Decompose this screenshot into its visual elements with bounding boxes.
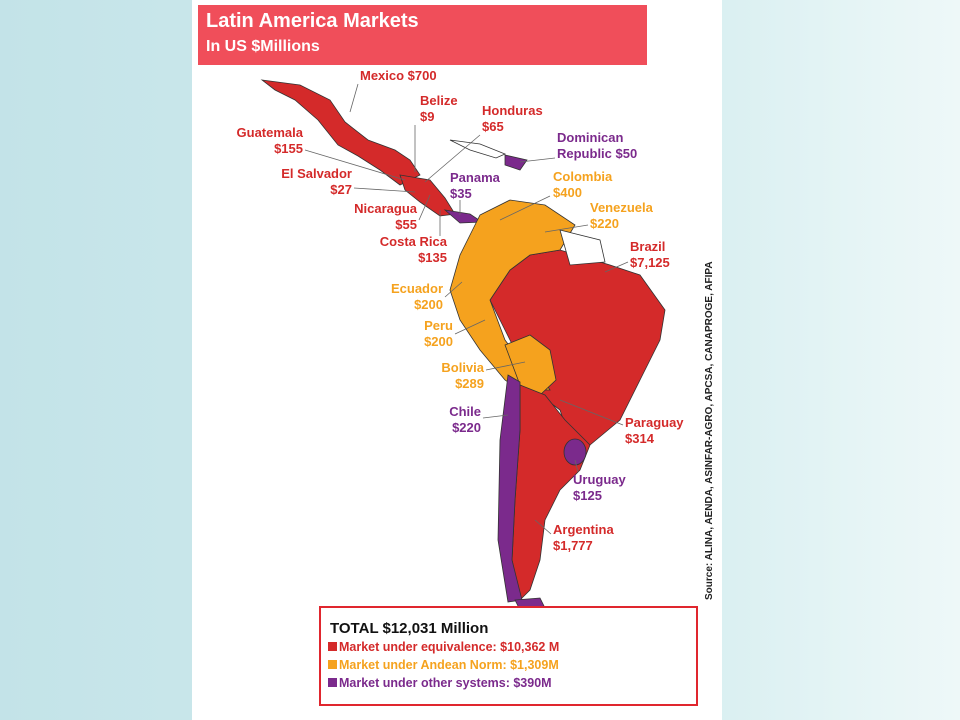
legend-swatch (328, 678, 337, 687)
leader-line (499, 195, 551, 221)
country-label: $27 (330, 182, 352, 197)
country-label: $400 (553, 185, 582, 200)
country-label: Bolivia (441, 360, 484, 375)
dominican-republic (504, 154, 528, 171)
country-label: $200 (414, 297, 443, 312)
country-label: $220 (452, 420, 481, 435)
leader-line (519, 157, 556, 163)
guyanas (559, 229, 606, 266)
country-label: $220 (590, 216, 619, 231)
country-label: $135 (418, 250, 447, 265)
leader-line (482, 414, 509, 419)
country-label: El Salvador (281, 166, 352, 181)
cuba (449, 139, 507, 159)
country-label: Republic $50 (557, 146, 637, 161)
country-label: Uruguay (573, 472, 627, 487)
country-label: $9 (420, 109, 434, 124)
leader-line (485, 361, 526, 371)
leader-line (534, 519, 552, 535)
source: Source: ALINA, AENDA, ASINFAR-AGRO, APCS… (704, 261, 715, 600)
uruguay (563, 438, 587, 466)
country-label: Paraguay (625, 415, 684, 430)
leader-line (304, 149, 406, 181)
legend-items: Market under equivalence: $10,362 M Marke… (328, 640, 559, 690)
country-label: $125 (573, 488, 602, 503)
country-label: $35 (450, 186, 472, 201)
country-label: Panama (450, 170, 501, 185)
country-label: Belize (420, 93, 458, 108)
leader-line (418, 194, 431, 221)
country-label: $55 (395, 217, 417, 232)
country-label: Peru (424, 318, 453, 333)
subtitle: In US $Millions (206, 38, 320, 55)
legend-swatch (328, 660, 337, 669)
legend-box (319, 606, 698, 706)
country-label: Colombia (553, 169, 613, 184)
leader-line (353, 187, 416, 193)
legend-text: Market under equivalence: $10,362 M (339, 640, 559, 654)
legend-text: Market under other systems: $390M (339, 676, 552, 690)
legend-total: TOTAL $12,031 Million (330, 620, 488, 637)
country-label: $7,125 (630, 255, 670, 270)
legend-swatch (328, 642, 337, 651)
country-label: $155 (274, 141, 303, 156)
leader-line (424, 134, 481, 183)
legend-text: Market under Andean Norm: $1,309M (339, 658, 559, 672)
country-label: Venezuela (590, 200, 654, 215)
country-label: Mexico $700 (360, 68, 437, 83)
central-america (399, 174, 456, 217)
leader-line (454, 319, 486, 335)
country-label: Ecuador (391, 281, 443, 296)
leader-line (544, 224, 589, 233)
leader-line (604, 261, 629, 273)
title-box (198, 5, 647, 65)
chile (497, 374, 523, 603)
country-label: Costa Rica (380, 234, 448, 249)
country-label: Argentina (553, 522, 614, 537)
country-label: $314 (625, 431, 655, 446)
country-label: $289 (455, 376, 484, 391)
title: Latin America Markets (206, 10, 419, 32)
country-label: Chile (449, 404, 481, 419)
map (260, 79, 666, 611)
country-label: $1,777 (553, 538, 593, 553)
leader-line (559, 399, 624, 426)
leader-line (444, 281, 463, 298)
country-label: Nicaragua (354, 201, 418, 216)
country-label: Honduras (482, 103, 543, 118)
country-label: Guatemala (237, 125, 304, 140)
leader-line (574, 459, 579, 473)
country-label: $200 (424, 334, 453, 349)
country-label: Dominican (557, 130, 624, 145)
country-label: Brazil (630, 239, 665, 254)
leader-line (349, 83, 359, 113)
country-label: $65 (482, 119, 504, 134)
